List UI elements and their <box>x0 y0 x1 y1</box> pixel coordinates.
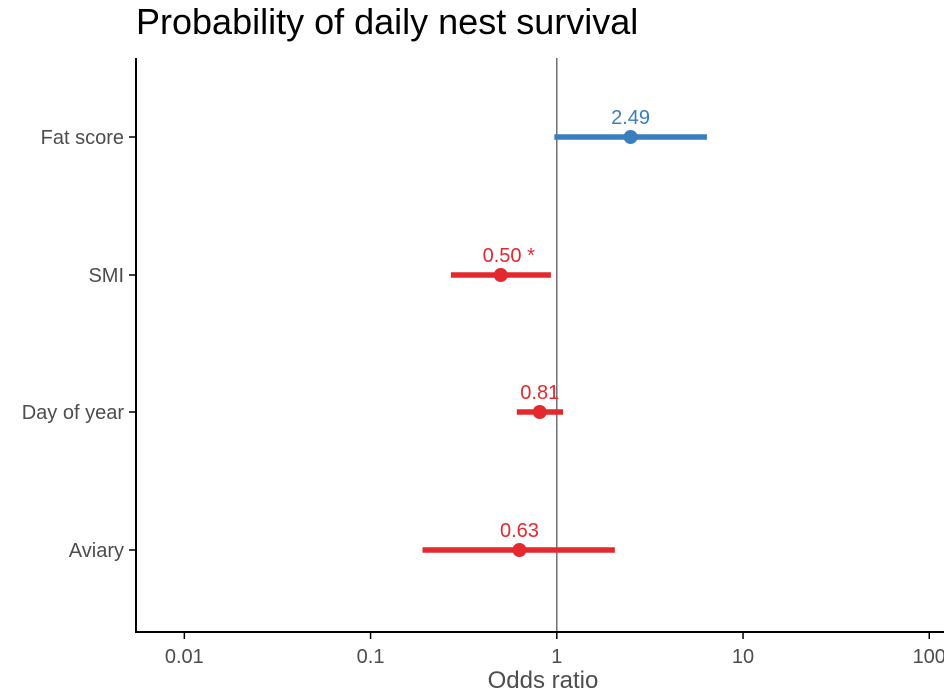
estimate-point <box>623 130 638 144</box>
chart-title: Probability of daily nest survival <box>136 1 638 42</box>
data-label: 2.49 <box>611 107 650 129</box>
x-tick-label: 100 <box>913 646 944 668</box>
data-label: 0.50 * <box>483 245 535 267</box>
y-tick-label: Day of year <box>22 402 125 424</box>
estimate-point <box>532 405 547 419</box>
x-tick-label: 0.1 <box>357 646 385 668</box>
y-tick-label: SMI <box>88 265 124 287</box>
x-axis-title: Odds ratio <box>488 667 599 692</box>
x-tick-label: 10 <box>732 646 754 668</box>
x-tick-label: 1 <box>551 646 562 668</box>
plot-area: 0.01 0.1 1 10 100 Fat score 2.49 SMI 0.50 * Day o… <box>22 58 944 668</box>
data-label: 0.81 <box>520 382 559 404</box>
data-label: 0.63 <box>500 520 539 542</box>
y-tick-label: Aviary <box>69 540 124 562</box>
y-tick-label: Fat score <box>41 127 124 149</box>
estimate-point <box>493 268 508 282</box>
estimate-point <box>512 543 527 557</box>
x-tick-label: 0.01 <box>165 646 204 668</box>
